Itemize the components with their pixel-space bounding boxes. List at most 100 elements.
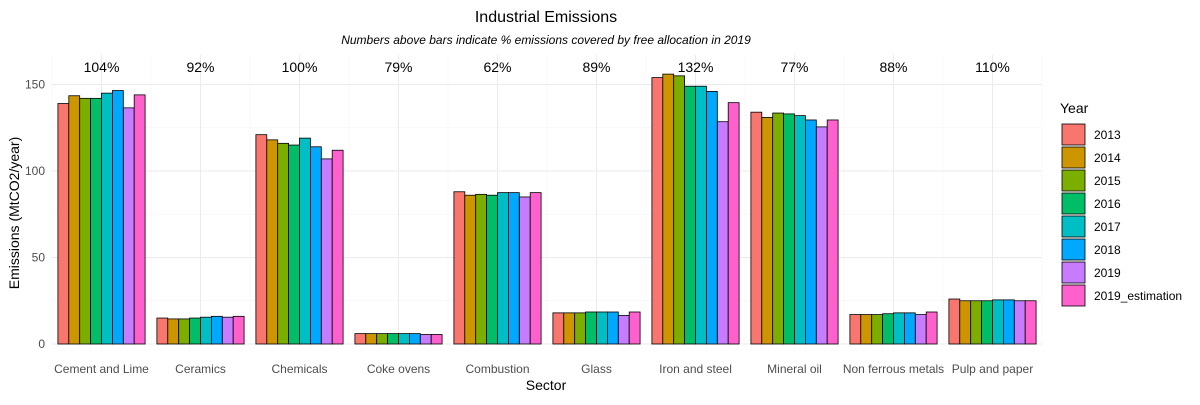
- bar: [585, 311, 597, 345]
- legend-label: 2019_estimation: [1094, 289, 1182, 303]
- bar: [79, 97, 91, 345]
- bar: [628, 311, 641, 345]
- bar: [331, 149, 344, 345]
- bar: [309, 146, 322, 345]
- bar: [133, 94, 146, 345]
- x-tick-label: Non ferrous metals: [843, 362, 944, 376]
- bar: [607, 311, 619, 345]
- y-tick-label: 50: [32, 251, 46, 265]
- bar: [772, 112, 785, 345]
- bar: [430, 334, 443, 345]
- bar: [662, 73, 675, 345]
- legend-label: 2013: [1094, 128, 1121, 142]
- x-axis-label: Sector: [526, 377, 567, 393]
- bar: [101, 92, 113, 345]
- bar-annotation: 132%: [678, 59, 714, 75]
- bar: [255, 134, 268, 345]
- bar: [376, 333, 389, 345]
- legend-swatch: [1061, 192, 1086, 215]
- bar: [805, 119, 817, 345]
- legend-label: 2015: [1094, 174, 1121, 188]
- x-tick-label: Iron and steel: [659, 362, 732, 376]
- bar: [914, 314, 927, 345]
- bar: [871, 314, 884, 345]
- bar-annotation: 79%: [384, 59, 412, 75]
- plot-area: 0 50 100 150 Cement and Lime 104% Ceramics 92% C…: [25, 55, 1043, 376]
- x-tick-label: Glass: [581, 362, 612, 376]
- bar: [948, 298, 961, 345]
- legend-swatch: [1061, 146, 1086, 169]
- bar-annotation: 92%: [186, 59, 214, 75]
- legend-label: 2016: [1094, 197, 1121, 211]
- chart-title: Industrial Emissions: [475, 9, 617, 26]
- bar: [288, 144, 300, 345]
- bar: [486, 194, 498, 345]
- bar: [277, 142, 290, 345]
- bar: [794, 115, 806, 345]
- bar: [354, 333, 367, 345]
- chart-subtitle: Numbers above bars indicate % emissions …: [341, 33, 751, 47]
- bar: [716, 121, 729, 345]
- x-tick-label: Pulp and paper: [952, 362, 1033, 376]
- bar: [706, 91, 718, 345]
- bar: [408, 333, 421, 345]
- legend-swatch: [1061, 169, 1086, 192]
- bar: [365, 333, 378, 345]
- bar: [387, 333, 399, 345]
- bar: [970, 300, 983, 345]
- bar: [727, 102, 740, 345]
- y-axis-label: Emissions (MtCO2/year): [6, 137, 22, 289]
- legend-label: 2019: [1094, 266, 1121, 280]
- legend-label: 2017: [1094, 220, 1121, 234]
- legend-swatch: [1061, 215, 1086, 238]
- legend-swatch: [1061, 261, 1086, 284]
- legend-title: Year: [1060, 100, 1089, 116]
- bar: [563, 312, 576, 345]
- bar: [189, 317, 201, 345]
- bar: [529, 192, 542, 345]
- bar: [596, 311, 608, 345]
- bar: [507, 192, 520, 345]
- bar: [320, 158, 333, 345]
- bar-annotation: 104%: [84, 59, 120, 75]
- bar: [574, 312, 587, 345]
- x-tick-label: Mineral oil: [767, 362, 822, 376]
- bar: [849, 314, 862, 345]
- bar: [464, 194, 477, 345]
- legend-label: 2014: [1094, 151, 1121, 165]
- bar: [57, 103, 70, 345]
- legend-label: 2018: [1094, 243, 1121, 257]
- bar: [475, 193, 488, 345]
- bar: [904, 312, 916, 345]
- bar: [925, 311, 938, 345]
- bar: [90, 97, 102, 345]
- bar: [299, 137, 311, 345]
- bar: [651, 77, 664, 345]
- bar: [860, 314, 873, 345]
- legend-swatch: [1061, 238, 1086, 261]
- bar: [200, 316, 212, 345]
- bar: [684, 85, 696, 345]
- bar: [1003, 299, 1015, 345]
- bar: [167, 318, 180, 345]
- bar: [815, 126, 828, 345]
- bar: [266, 139, 279, 345]
- x-tick-label: Cement and Lime: [54, 362, 149, 376]
- bar: [178, 318, 190, 345]
- x-tick-label: Coke ovens: [367, 362, 430, 376]
- bar: [122, 107, 135, 345]
- bar: [419, 334, 432, 345]
- bar: [761, 116, 774, 345]
- bar: [882, 313, 894, 345]
- bar-annotation: 62%: [483, 59, 511, 75]
- legend: Year 2013 2014 2015 2016 2017 2018 2019 2019_es…: [1060, 100, 1182, 307]
- bar: [552, 312, 565, 345]
- bar-annotation: 88%: [879, 59, 907, 75]
- x-tick-label: Chemicals: [271, 362, 327, 376]
- bar: [981, 300, 993, 345]
- bar: [893, 312, 905, 345]
- bar: [497, 192, 509, 345]
- bar: [232, 315, 245, 345]
